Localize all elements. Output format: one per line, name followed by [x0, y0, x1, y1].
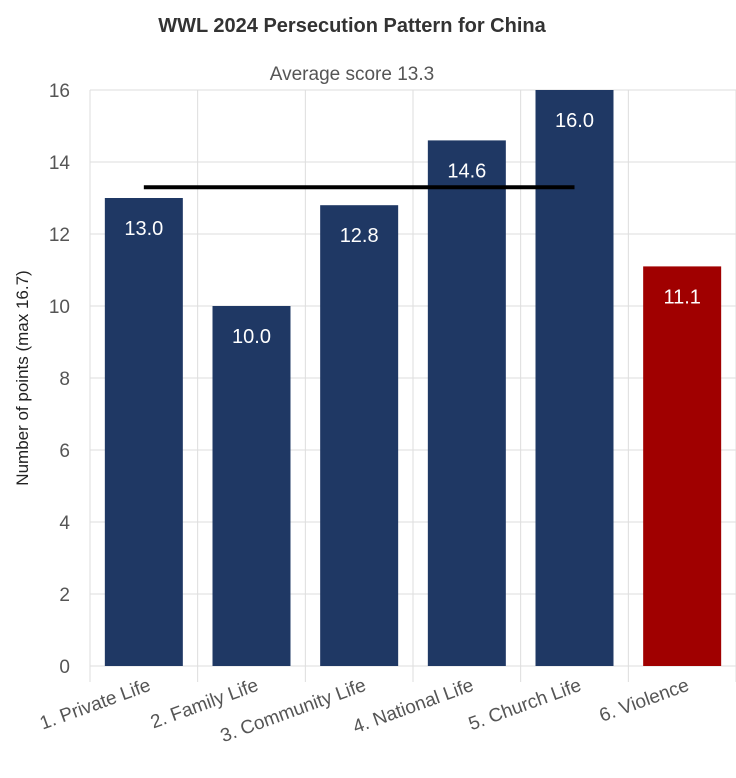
y-tick-label: 0: [59, 657, 70, 678]
y-axis-label: Number of points (max 16.7): [13, 270, 32, 485]
y-tick-label: 10: [49, 297, 70, 318]
bar-value-label: 12.8: [340, 225, 379, 247]
bars: [104, 90, 722, 666]
x-tick-label: 5. Church Life: [466, 675, 584, 735]
y-tick-label: 8: [59, 369, 70, 390]
y-tick-label: 16: [49, 81, 70, 102]
bar: [643, 266, 722, 666]
bar-value-labels: 13.0 10.0 12.8 14.6 16.0 11.1: [124, 110, 701, 348]
bar-value-label: 16.0: [555, 110, 594, 132]
bar: [320, 205, 399, 666]
y-tick-label: 2: [59, 585, 70, 606]
x-tick-label: 6. Violence: [597, 675, 692, 727]
bar: [104, 198, 183, 666]
y-tick-label: 6: [59, 441, 70, 462]
y-tick-label: 14: [49, 153, 71, 174]
bar-value-label: 14.6: [447, 160, 486, 182]
y-axis-ticks: 0 2 4 6 8 10 12 14 16: [49, 81, 71, 678]
bar: [212, 306, 291, 666]
chart-subtitle: Average score 13.3: [270, 64, 434, 85]
x-tick-label: 4. National Life: [350, 675, 476, 738]
bar-value-label: 11.1: [663, 286, 700, 308]
bar-value-label: 10.0: [232, 326, 271, 348]
bar: [535, 90, 614, 666]
chart-title: WWL 2024 Persecution Pattern for China: [158, 15, 546, 37]
x-tick-label: 1. Private Life: [37, 675, 153, 734]
y-tick-label: 4: [59, 513, 70, 534]
bar: [427, 140, 506, 666]
bar-value-label: 13.0: [124, 218, 163, 240]
y-tick-label: 12: [49, 225, 70, 246]
gridlines: [89, 89, 736, 682]
